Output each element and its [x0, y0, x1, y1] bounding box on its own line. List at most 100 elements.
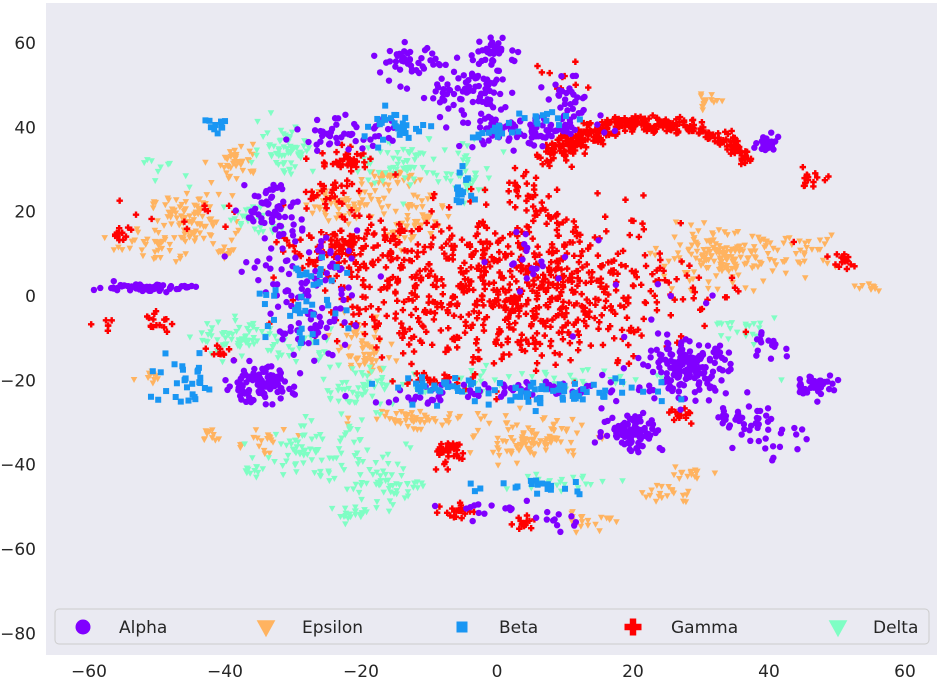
gamma-point — [727, 142, 734, 149]
gamma-point — [671, 296, 678, 303]
gamma-point — [557, 147, 564, 154]
delta-point — [742, 323, 750, 330]
gamma-point — [338, 182, 345, 189]
epsilon-point — [166, 247, 174, 254]
alpha-point — [283, 136, 290, 143]
alpha-point — [359, 145, 366, 152]
alpha-point — [406, 55, 414, 63]
delta-point — [579, 378, 586, 385]
delta-point — [335, 398, 342, 405]
alpha-point — [296, 370, 304, 377]
gamma-point — [339, 200, 346, 207]
epsilon-point — [237, 444, 244, 451]
epsilon-point — [572, 529, 580, 536]
delta-point — [271, 333, 279, 340]
gamma-point — [612, 118, 620, 125]
beta-point — [465, 377, 472, 384]
delta-point — [389, 502, 397, 509]
gamma-point — [555, 141, 562, 149]
gamma-point — [328, 189, 335, 196]
delta-point — [287, 171, 295, 178]
delta-point — [199, 337, 206, 344]
gamma-point — [433, 283, 440, 291]
delta-point — [291, 448, 298, 455]
gamma-point — [443, 255, 450, 262]
epsilon-point — [190, 229, 198, 236]
delta-point — [403, 481, 411, 488]
alpha-point — [476, 124, 484, 131]
epsilon-point — [404, 412, 411, 419]
epsilon-point — [258, 438, 265, 445]
gamma-point — [357, 263, 364, 271]
beta-point — [678, 396, 685, 403]
epsilon-point — [718, 249, 726, 256]
alpha-point — [298, 285, 306, 292]
epsilon-point — [596, 528, 603, 535]
epsilon-point — [233, 176, 240, 183]
alpha-point — [316, 313, 323, 321]
alpha-point — [224, 386, 231, 394]
delta-point — [321, 349, 328, 356]
gamma-point — [604, 124, 611, 132]
gamma-point — [467, 324, 475, 331]
gamma-point — [478, 296, 486, 304]
beta-point — [271, 292, 278, 299]
gamma-point — [303, 205, 310, 212]
gamma-point — [499, 234, 506, 242]
epsilon-point — [196, 196, 204, 203]
delta-point — [312, 448, 320, 455]
gamma-point — [515, 239, 522, 247]
delta-point — [164, 161, 172, 168]
gamma-point — [148, 215, 155, 223]
delta-point — [335, 362, 342, 369]
gamma-point — [547, 337, 555, 345]
alpha-point — [307, 316, 315, 323]
delta-point — [327, 390, 334, 397]
gamma-point — [534, 211, 541, 218]
gamma-point — [696, 129, 703, 136]
gamma-point — [539, 160, 546, 168]
delta-point — [266, 142, 274, 149]
gamma-point — [582, 311, 589, 318]
gamma-point — [331, 253, 338, 261]
epsilon-point — [824, 236, 831, 243]
alpha-point — [305, 339, 312, 347]
gamma-point — [674, 412, 682, 419]
gamma-point — [507, 267, 514, 275]
gamma-point — [640, 315, 647, 323]
gamma-point — [563, 216, 570, 223]
delta-point — [475, 187, 482, 194]
gamma-point — [669, 120, 677, 127]
delta-point — [587, 481, 595, 488]
alpha-point — [286, 385, 293, 393]
gamma-point — [413, 282, 420, 289]
delta-point — [250, 341, 258, 348]
gamma-point — [353, 273, 361, 280]
y-tick-label: 40 — [14, 118, 36, 138]
alpha-point — [386, 58, 394, 65]
gamma-point — [302, 188, 310, 196]
epsilon-point — [356, 362, 363, 369]
gamma-point — [561, 313, 568, 321]
epsilon-point — [577, 514, 585, 521]
gamma-point — [516, 293, 523, 300]
alpha-point — [263, 198, 270, 205]
gamma-point — [360, 150, 367, 157]
alpha-point — [230, 357, 237, 364]
gamma-point — [744, 155, 751, 162]
delta-point — [566, 372, 574, 379]
gamma-point — [514, 338, 521, 346]
delta-point — [186, 334, 194, 341]
alpha-point — [638, 433, 646, 440]
beta-point — [491, 387, 498, 394]
gamma-point — [568, 163, 575, 171]
gamma-point — [401, 256, 408, 264]
epsilon-point — [499, 438, 507, 445]
epsilon-point — [661, 263, 668, 270]
beta-point — [455, 191, 462, 198]
alpha-point — [97, 284, 104, 292]
gamma-point — [539, 281, 546, 288]
gamma-point — [408, 334, 415, 342]
gamma-point — [715, 134, 722, 141]
gamma-point — [531, 339, 539, 346]
